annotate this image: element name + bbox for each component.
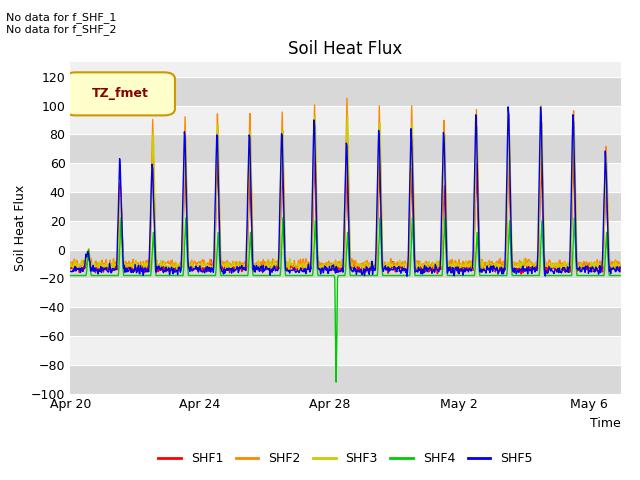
Line: SHF2: SHF2 (70, 98, 620, 270)
Bar (70, 192, 621, 221)
SHF2 (129, 256, 137, 262)
SHF2 (589, 267, 597, 273)
SHF4 (353, 273, 360, 278)
Text: No data for f_SHF_2: No data for f_SHF_2 (6, 24, 117, 35)
SHF3 (129, 260, 137, 266)
SHF4 (141, 273, 149, 278)
FancyBboxPatch shape (65, 72, 175, 115)
Bar (70, 134, 621, 163)
SHF4 (117, 215, 125, 221)
SHF1 (505, 146, 513, 152)
SHF3 (331, 269, 339, 275)
Legend: SHF1, SHF2, SHF3, SHF4, SHF5: SHF1, SHF2, SHF3, SHF4, SHF5 (154, 447, 538, 470)
SHF3 (353, 264, 360, 269)
Title: Soil Heat Flux: Soil Heat Flux (289, 40, 403, 58)
SHF3 (178, 264, 186, 270)
SHF5 (351, 268, 359, 274)
SHF5 (67, 269, 74, 275)
Line: SHF1: SHF1 (70, 149, 620, 274)
SHF1 (67, 264, 74, 270)
Bar (70, 106, 621, 134)
SHF1 (351, 266, 359, 272)
SHF2 (178, 260, 186, 266)
Bar (70, 221, 621, 250)
Bar (70, 163, 621, 192)
X-axis label: Time: Time (590, 417, 621, 430)
SHF2 (488, 260, 495, 265)
Bar (70, 278, 621, 307)
Y-axis label: Soil Heat Flux: Soil Heat Flux (14, 185, 27, 271)
SHF1 (129, 266, 137, 272)
SHF2 (141, 263, 148, 268)
SHF1 (517, 271, 525, 277)
SHF3 (67, 264, 74, 270)
SHF4 (332, 379, 340, 385)
SHF3 (399, 262, 407, 267)
SHF4 (67, 273, 74, 278)
SHF1 (616, 269, 624, 275)
Line: SHF4: SHF4 (70, 218, 620, 382)
SHF2 (616, 263, 624, 269)
Bar (70, 77, 621, 106)
SHF4 (130, 273, 138, 278)
SHF1 (178, 264, 186, 270)
SHF3 (488, 264, 496, 269)
SHF2 (399, 259, 406, 264)
SHF5 (488, 266, 495, 272)
SHF3 (141, 263, 148, 268)
SHF4 (488, 273, 496, 278)
SHF5 (129, 270, 137, 276)
Text: TZ_fmet: TZ_fmet (92, 87, 148, 100)
Bar (70, 307, 621, 336)
Line: SHF5: SHF5 (70, 107, 620, 276)
SHF3 (344, 113, 351, 119)
SHF1 (397, 262, 405, 268)
Bar (70, 336, 621, 365)
SHF4 (399, 273, 407, 278)
SHF5 (141, 266, 148, 272)
SHF1 (487, 263, 495, 268)
Bar (70, 365, 621, 394)
SHF5 (504, 104, 512, 110)
SHF5 (178, 249, 186, 255)
SHF2 (343, 96, 351, 101)
SHF1 (141, 270, 148, 276)
SHF2 (352, 258, 360, 264)
Text: No data for f_SHF_1: No data for f_SHF_1 (6, 12, 116, 23)
SHF5 (403, 273, 411, 279)
SHF4 (616, 273, 624, 278)
SHF5 (616, 264, 624, 270)
SHF3 (616, 263, 624, 269)
SHF5 (397, 268, 405, 274)
SHF4 (179, 273, 186, 278)
SHF2 (67, 261, 74, 266)
Bar (70, 250, 621, 278)
Line: SHF3: SHF3 (70, 116, 620, 272)
